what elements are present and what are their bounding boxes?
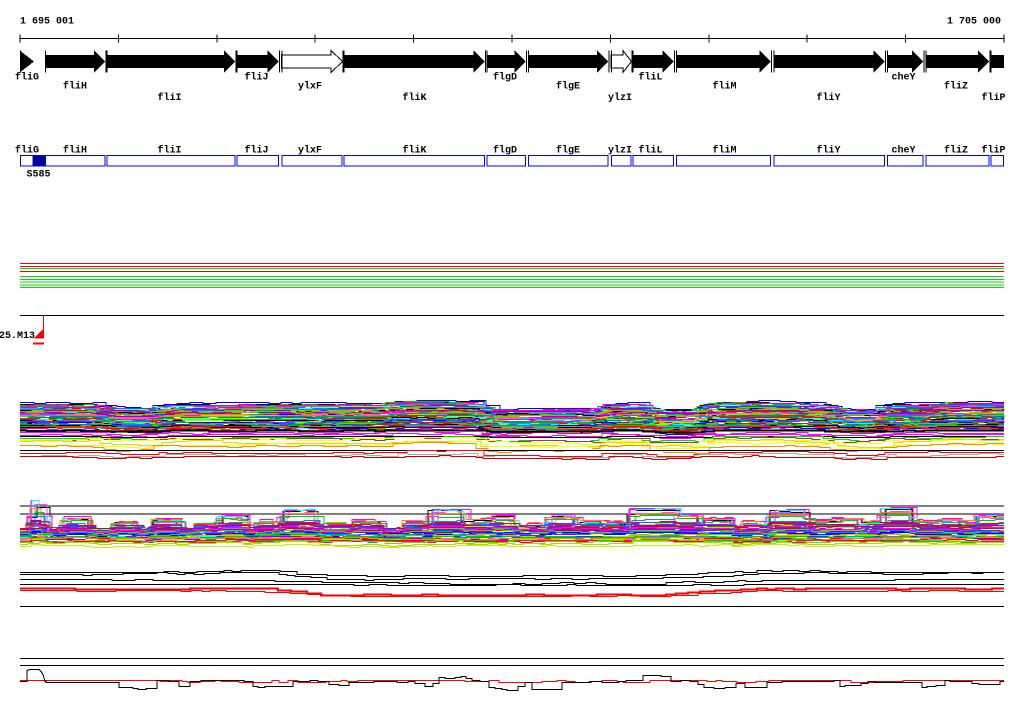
svg-text:fliH: fliH	[63, 81, 87, 93]
svg-text:ylzI: ylzI	[608, 92, 632, 104]
svg-text:fliM: fliM	[712, 81, 736, 93]
svg-text:ylzI: ylzI	[608, 145, 632, 157]
svg-text:fliP: fliP	[981, 145, 1005, 157]
svg-text:fliH: fliH	[63, 145, 87, 157]
svg-text:fliZ: fliZ	[944, 145, 968, 157]
svg-text:S585: S585	[26, 170, 50, 181]
svg-text:cheY: cheY	[891, 72, 915, 84]
svg-text:fliJ: fliJ	[244, 145, 268, 157]
svg-text:fliI: fliI	[157, 92, 181, 104]
svg-text:flgE: flgE	[556, 145, 580, 157]
svg-text:flgD: flgD	[493, 72, 517, 84]
svg-text:fliZ: fliZ	[944, 81, 968, 93]
svg-text:fliL: fliL	[638, 145, 662, 157]
svg-text:fliG: fliG	[15, 145, 39, 157]
svg-text:fliJ: fliJ	[244, 72, 268, 84]
svg-text:fliM: fliM	[712, 145, 736, 157]
svg-text:25.M13: 25.M13	[0, 331, 35, 342]
svg-text:fliY: fliY	[816, 92, 840, 104]
svg-text:fliK: fliK	[402, 92, 426, 104]
svg-text:flgD: flgD	[493, 145, 517, 157]
svg-text:fliG: fliG	[15, 72, 39, 84]
svg-text:cheY: cheY	[891, 145, 915, 157]
svg-text:fliY: fliY	[816, 145, 840, 157]
svg-text:fliI: fliI	[157, 145, 181, 157]
svg-text:ylxF: ylxF	[298, 145, 322, 157]
svg-text:flgE: flgE	[556, 81, 580, 93]
svg-text:ylxF: ylxF	[298, 81, 322, 93]
svg-text:1 705 000: 1 705 000	[947, 17, 1001, 28]
svg-text:fliP: fliP	[981, 92, 1005, 104]
svg-text:1 695 001: 1 695 001	[20, 17, 74, 28]
svg-text:fliL: fliL	[638, 72, 662, 84]
svg-text:fliK: fliK	[402, 145, 426, 157]
